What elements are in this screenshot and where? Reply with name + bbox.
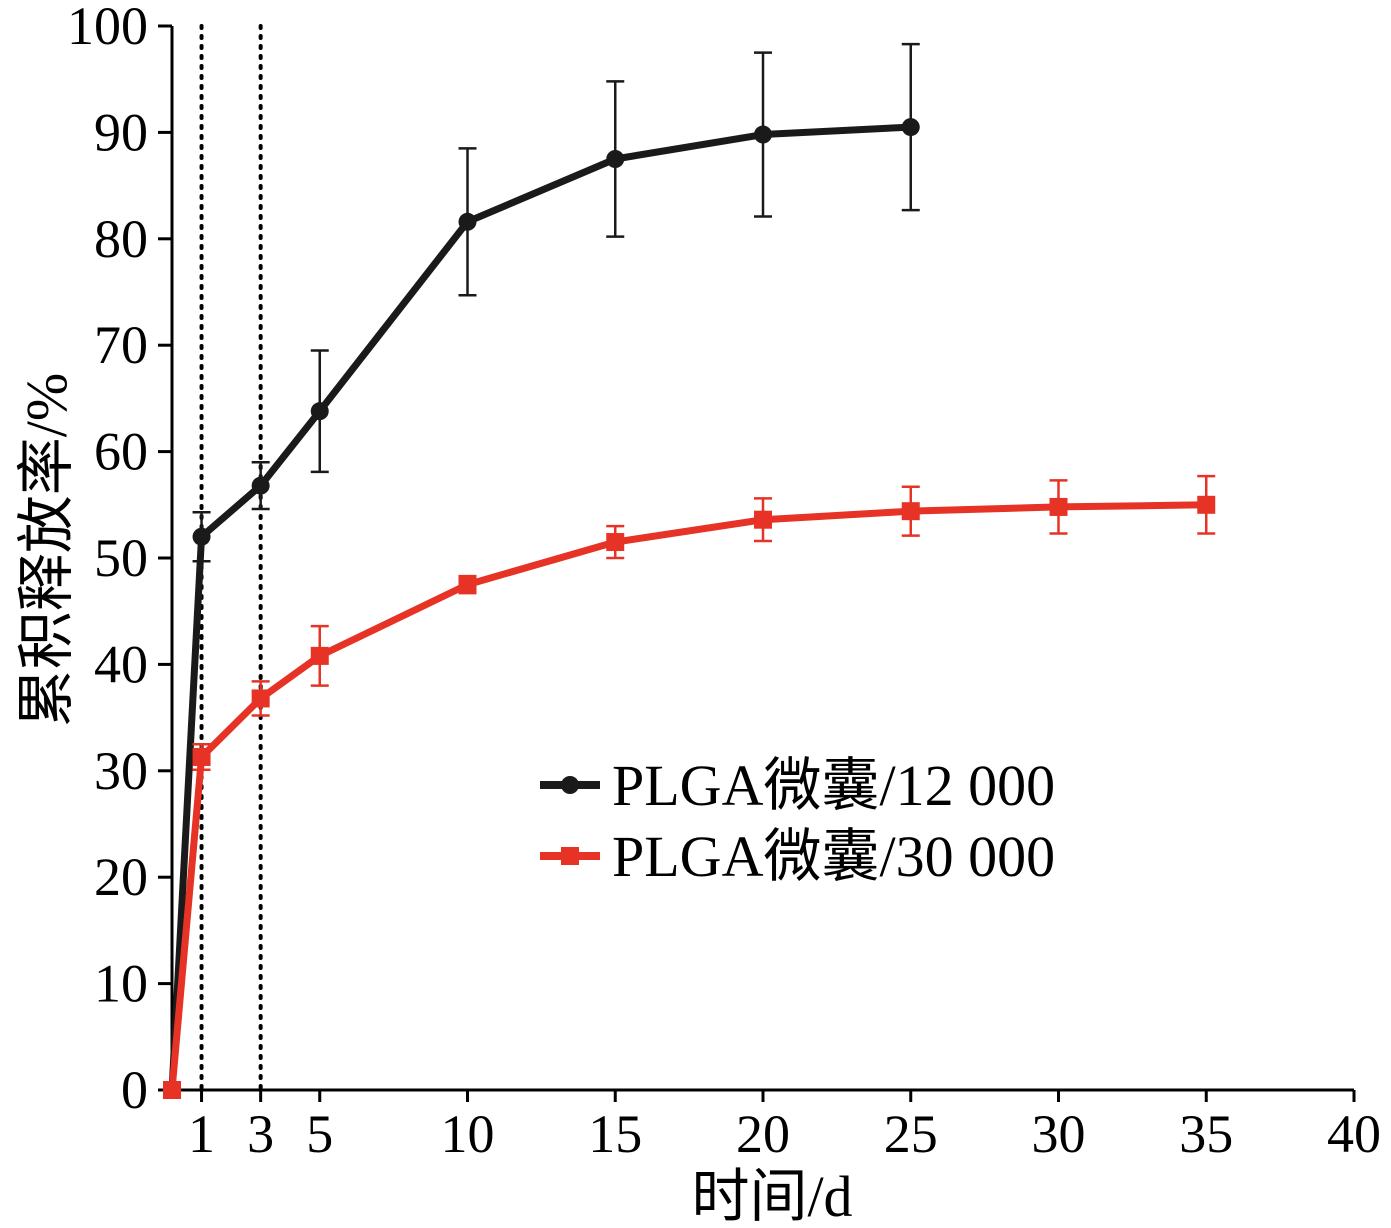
series-2 xyxy=(163,474,1216,1099)
x-tick-label: 35 xyxy=(1179,1104,1233,1164)
reference-lines xyxy=(199,24,263,1092)
data-point xyxy=(901,502,920,521)
x-axis-label: 时间/d xyxy=(691,1164,852,1228)
x-tick-label: 1 xyxy=(188,1104,215,1164)
data-point xyxy=(192,527,211,546)
x-tick-label: 25 xyxy=(884,1104,938,1164)
x-tick-label: 10 xyxy=(441,1104,495,1164)
x-tick-label: 5 xyxy=(306,1104,333,1164)
data-point xyxy=(251,689,270,708)
data-point xyxy=(251,476,270,495)
y-tick-label: 100 xyxy=(67,0,148,56)
data-point xyxy=(606,533,625,552)
x-ticks: 1 3 5 10 15 20 25 30 35 40 xyxy=(188,1090,1381,1164)
y-axis-label: 累积释放率/% xyxy=(14,373,79,727)
y-tick-label: 20 xyxy=(94,847,148,907)
legend-marker xyxy=(561,847,579,865)
x-tick-label: 3 xyxy=(247,1104,274,1164)
data-point xyxy=(163,1081,181,1099)
y-tick-label: 70 xyxy=(94,315,148,375)
y-tick-label: 40 xyxy=(94,634,148,694)
legend-label: PLGA微囊/30 000 xyxy=(612,824,1055,889)
data-point xyxy=(901,118,920,137)
data-point xyxy=(1049,497,1068,516)
data-point xyxy=(192,747,211,766)
x-tick-label: 15 xyxy=(588,1104,642,1164)
data-point xyxy=(754,125,772,144)
y-tick-label: 60 xyxy=(94,422,148,482)
x-tick-label: 20 xyxy=(736,1104,790,1164)
data-point xyxy=(606,150,625,168)
series-line xyxy=(168,501,1207,1091)
data-point xyxy=(754,510,772,529)
legend-marker xyxy=(561,776,579,794)
y-tick-label: 90 xyxy=(94,102,148,162)
legend-label: PLGA微囊/12 000 xyxy=(612,753,1055,818)
y-tick-label: 30 xyxy=(94,741,148,801)
series-line xyxy=(168,123,911,1091)
data-point xyxy=(458,212,477,231)
y-ticks: 0 10 20 30 40 50 60 70 80 90 100 xyxy=(67,0,172,1120)
series-1 xyxy=(163,42,920,1099)
data-point xyxy=(458,575,477,594)
data-point xyxy=(310,646,329,665)
y-tick-label: 0 xyxy=(121,1060,148,1120)
data-point xyxy=(310,402,329,421)
x-tick-label: 30 xyxy=(1032,1104,1086,1164)
data-point xyxy=(1197,495,1216,514)
series-group xyxy=(163,42,1216,1099)
y-tick-label: 50 xyxy=(94,528,148,588)
x-tick-label: 40 xyxy=(1327,1104,1381,1164)
y-tick-label: 80 xyxy=(94,209,148,269)
y-tick-label: 10 xyxy=(94,954,148,1014)
